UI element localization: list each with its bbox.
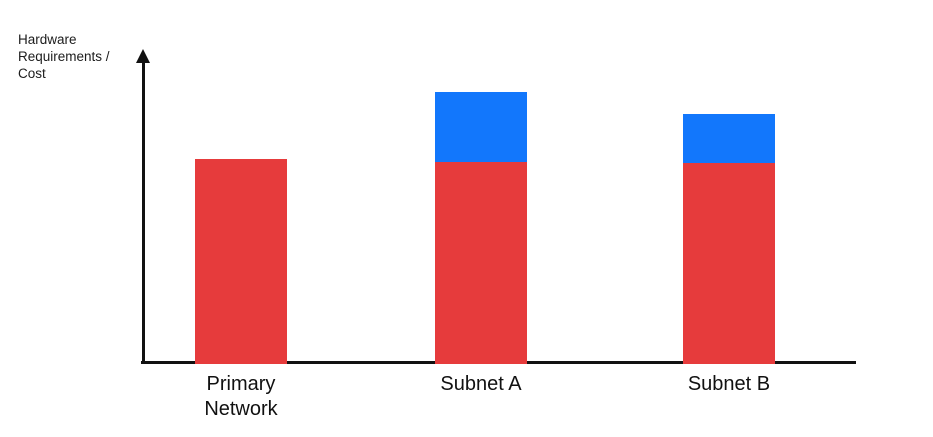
bar-segment-blue xyxy=(435,92,527,162)
bar-segment-red xyxy=(683,163,775,364)
y-axis-line xyxy=(142,60,145,364)
x-axis-category-label-primary-network: Primary Network xyxy=(204,373,278,420)
x-axis-category-label-subnet-b: Subnet B xyxy=(687,373,771,395)
bar-segment-red xyxy=(435,162,527,364)
bar-segment-red xyxy=(195,159,287,364)
y-axis-arrowhead-icon xyxy=(136,49,150,63)
x-axis-category-label-subnet-a: Subnet A xyxy=(440,373,522,395)
y-axis-label: Hardware Requirements / Cost xyxy=(18,32,110,81)
bar-segment-blue xyxy=(683,114,775,163)
bar-primary-network xyxy=(195,159,287,364)
bar-subnet-b xyxy=(683,114,775,364)
bar-subnet-a xyxy=(435,92,527,364)
